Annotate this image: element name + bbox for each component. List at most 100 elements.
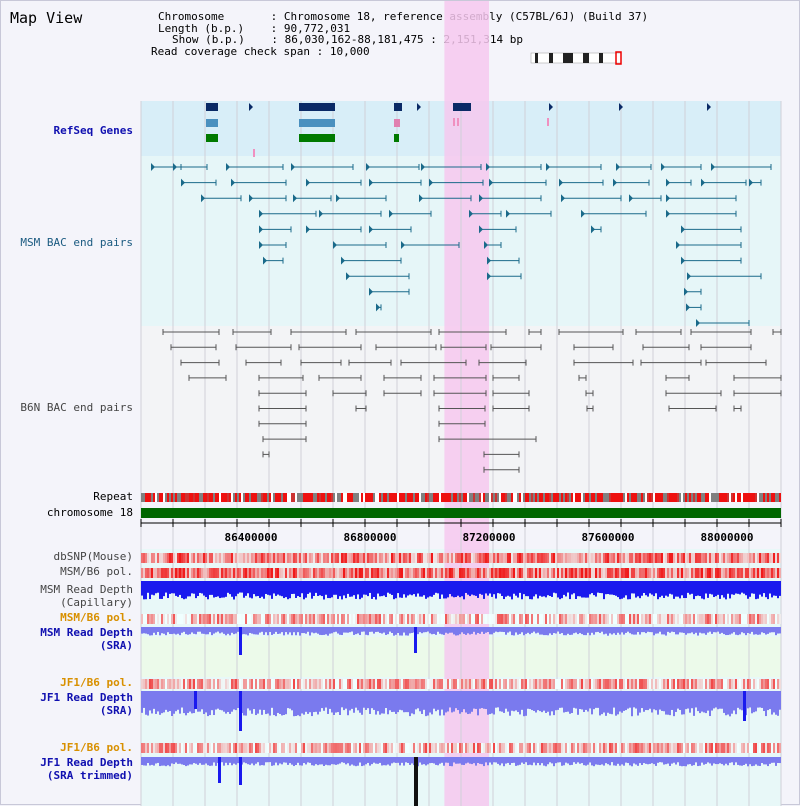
- msm-bac-end: [249, 194, 253, 203]
- repeat-block: [447, 493, 449, 502]
- depth-bin: [289, 581, 291, 599]
- heat-bin: [569, 743, 571, 753]
- depth-bin: [191, 581, 193, 594]
- heat-bin: [715, 568, 717, 578]
- repeat-block: [223, 493, 225, 502]
- depth-bin: [475, 691, 477, 709]
- ideogram-band: [563, 53, 573, 63]
- depth-bin: [499, 581, 501, 594]
- heat-bin: [743, 568, 745, 578]
- depth-bin: [409, 581, 411, 595]
- depth-bin: [451, 581, 453, 597]
- track-label-msm-b6-pol-1[interactable]: MSM/B6 pol.: [60, 565, 133, 578]
- track-label-jf1-b6-pol-1[interactable]: JF1/B6 pol.: [60, 676, 133, 689]
- heat-bin: [589, 614, 591, 624]
- heat-bin: [717, 568, 719, 578]
- track-label-repeat[interactable]: Repeat: [93, 490, 133, 503]
- depth-bin: [737, 757, 739, 765]
- repeat-block: [617, 493, 619, 502]
- repeat-block: [685, 493, 687, 502]
- heat-bin: [427, 553, 429, 563]
- depth-bin: [567, 627, 569, 634]
- track-label-b6n-bac[interactable]: B6N BAC end pairs: [20, 401, 133, 414]
- depth-bin: [359, 757, 361, 763]
- depth-bin: [573, 757, 575, 763]
- track-label-msm-depth-sra[interactable]: MSM Read Depth: [40, 626, 133, 639]
- track-label-msm-b6-pol-2[interactable]: MSM/B6 pol.: [60, 611, 133, 624]
- heat-bin: [565, 679, 567, 689]
- depth-bin: [387, 757, 389, 765]
- heat-bin: [417, 679, 419, 689]
- heat-bin: [467, 743, 469, 753]
- heat-bin: [159, 568, 161, 578]
- refseq-gene: [299, 134, 335, 142]
- depth-bin: [293, 691, 295, 717]
- depth-bin: [335, 757, 337, 765]
- depth-bin: [365, 581, 367, 595]
- repeat-block: [327, 493, 329, 502]
- repeat-block: [143, 493, 145, 502]
- depth-bin: [327, 627, 329, 636]
- heat-bin: [249, 568, 251, 578]
- heat-bin: [637, 614, 639, 624]
- heat-bin: [485, 553, 487, 563]
- heat-bin: [719, 553, 721, 563]
- heat-bin: [369, 553, 371, 563]
- heat-bin: [471, 568, 473, 578]
- heat-bin: [417, 553, 419, 563]
- depth-bin: [405, 581, 407, 598]
- repeat-block: [483, 493, 485, 502]
- track-label-msm-bac[interactable]: MSM BAC end pairs: [20, 236, 133, 249]
- track-label-jf1-b6-pol-2[interactable]: JF1/B6 pol.: [60, 741, 133, 754]
- track-label-msm-depth-capillary[interactable]: MSM Read Depth: [40, 583, 133, 596]
- heat-bin: [553, 553, 555, 563]
- depth-bin: [587, 691, 589, 712]
- depth-bin: [427, 691, 429, 716]
- repeat-block: [565, 493, 567, 502]
- repeat-block: [249, 493, 251, 502]
- heat-bin: [367, 679, 369, 689]
- track-label-chromosome[interactable]: chromosome 18: [46, 506, 133, 519]
- depth-bin: [669, 627, 671, 633]
- heat-bin: [715, 743, 717, 753]
- track-label-dbsnp[interactable]: dbSNP(Mouse): [53, 550, 133, 563]
- depth-bin: [379, 757, 381, 763]
- track-label-refseq-genes[interactable]: RefSeq Genes: [53, 124, 133, 137]
- depth-bin: [471, 691, 473, 712]
- heat-bin: [747, 614, 749, 624]
- depth-bin: [751, 757, 753, 767]
- heat-bin: [769, 679, 771, 689]
- heat-bin: [347, 614, 349, 624]
- depth-bin: [143, 581, 145, 600]
- depth-bin: [777, 691, 779, 716]
- heat-bin: [719, 743, 721, 753]
- depth-bin: [325, 581, 327, 595]
- heat-bin: [765, 568, 767, 578]
- track-label-jf1-depth-trimmed[interactable]: JF1 Read Depth: [40, 756, 133, 769]
- msm-bac-end: [231, 178, 235, 187]
- depth-bin: [653, 581, 655, 597]
- repeat-block: [515, 493, 517, 502]
- depth-bin: [409, 627, 411, 634]
- heat-bin: [741, 679, 743, 689]
- depth-bin: [449, 691, 451, 708]
- depth-bin: [419, 627, 421, 633]
- heat-bin: [271, 614, 273, 624]
- repeat-block: [461, 493, 463, 502]
- heat-bin: [397, 553, 399, 563]
- heat-bin: [509, 614, 511, 624]
- repeat-block: [335, 493, 337, 502]
- depth-bin: [481, 627, 483, 632]
- depth-bin: [625, 581, 627, 596]
- repeat-block: [377, 493, 379, 502]
- heat-bin: [759, 568, 761, 578]
- track-label-jf1-depth-sra[interactable]: JF1 Read Depth: [40, 691, 133, 704]
- heat-bin: [579, 614, 581, 624]
- repeat-block: [231, 493, 233, 502]
- msm-bac-end: [306, 178, 310, 187]
- repeat-block: [529, 493, 531, 502]
- depth-bin: [587, 627, 589, 633]
- repeat-block: [197, 493, 199, 502]
- repeat-block: [765, 493, 767, 502]
